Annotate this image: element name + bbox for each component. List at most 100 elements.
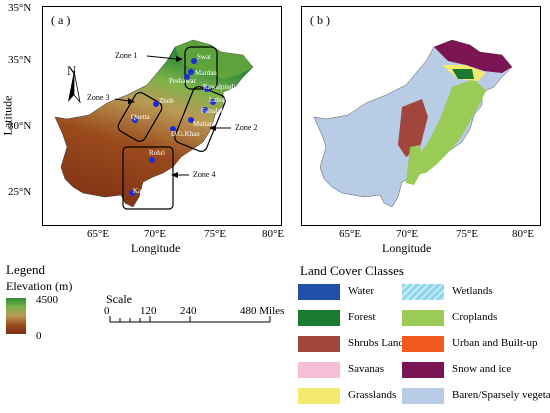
scale-bar [109,316,271,323]
city-dot-zhob [153,101,159,107]
zone-1-label: Zone 1 [115,51,138,60]
elevation-min-label: 0 [36,330,42,342]
x-axis-title-a: Longitude [131,241,181,255]
land-cover-label: Snow and ice [452,363,512,375]
land-cover-label: Wetlands [452,285,493,297]
city-dot-rohri [149,157,155,163]
city-dot-lahore [210,99,216,105]
city-dot-quetta [132,117,138,123]
elevation-color-ramp [6,298,26,334]
zone-4-label: Zone 4 [193,170,216,179]
land-cover-label: Shrubs Land [348,337,404,349]
land-cover-swatch [402,336,444,352]
zone-2-arrowhead [209,125,216,131]
x-tick-75-b: 75°E [456,228,479,240]
shrubs-region [398,99,428,157]
land-cover-swatch [298,336,340,352]
x-tick-70-b: 70°E [396,228,419,240]
panel-b-label: ( b ) [310,13,330,27]
land-cover-label: Urban and Built-up [452,337,538,349]
zone-4-box [122,146,174,210]
city-label-dgkhan: D.G.Khan [171,130,200,138]
land-cover-legend-title: Land Cover Classes [300,263,404,278]
city-label-swat: Swat [197,53,211,61]
city-dot-mardan [188,69,194,75]
land-cover-label: Water [348,285,374,297]
elevation-map-panel: ( a ) N Zone 1 Zone 2 Zone 3 Zone 4 Swat… [42,6,282,226]
elevation-map-svg [54,39,254,210]
zone-2-label: Zone 2 [235,123,258,132]
land-cover-label: Forest [348,311,376,323]
zone-1-box [184,46,218,90]
scale-label-120: 120 [140,305,157,317]
x-tick-70-a: 70°E [144,228,167,240]
city-label-karachi: Karachi [133,187,156,195]
zone-3-arrowhead [128,98,135,104]
x-tick-65-a: 65°E [87,228,110,240]
land-cover-swatch [402,284,444,300]
north-arrow-left [68,71,74,102]
scale-title: Scale [106,292,132,306]
legend-heading: Legend [6,262,45,277]
indus-croplands-region [406,145,424,185]
city-label-rawalpindi: Rawalpindi [203,83,236,91]
city-dot-swat [191,58,197,64]
elevation-legend-title: Elevation (m) [6,279,73,293]
land-cover-swatch [402,362,444,378]
land-cover-swatch [298,310,340,326]
y-axis-title-a: Latitude [0,95,15,136]
city-markers [129,58,216,196]
land-cover-label: Baren/Sparsely vegetated [452,389,550,401]
y-tick-30-a: 30°N [8,120,32,132]
scale-label-480: 480 Miles [240,305,285,317]
land-cover-label: Croplands [452,311,498,323]
snow-region [434,40,512,73]
x-tick-75-a: 75°E [204,228,227,240]
y-tick-25-a: 25°N [8,186,32,198]
city-dot-dgkhan [170,126,176,132]
x-tick-65-b: 65°E [339,228,362,240]
city-dot-karachi [129,190,135,196]
y-tick-35-a: 35°N [8,54,32,66]
land-cover-swatch [402,310,444,326]
city-label-rohri: Rohri [149,149,165,157]
city-dot-multan [188,117,194,123]
y-tick-top-a: 35°N [8,2,32,14]
city-dot-faisalabad [202,107,208,113]
panel-a-label: ( a ) [51,13,71,27]
city-dot-rawalpindi [204,86,210,92]
city-label-peshawar: Peshawar [169,77,196,85]
city-label-multan: Multan [193,120,214,128]
land-cover-label: Savanas [348,363,385,375]
north-label: N [67,63,77,78]
croplands-region [414,79,486,175]
city-label-quetta: Quetta [131,113,150,121]
land-cover-swatch [298,284,340,300]
city-label-mardan: Mardan [195,69,217,77]
city-dot-peshawar [184,74,190,80]
land-cover-map-panel: ( b ) [301,6,541,226]
land-cover-swatch [298,388,340,404]
zone-4-arrowhead [171,172,178,178]
zone-3-label: Zone 3 [87,93,110,102]
scale-label-0: 0 [104,305,110,317]
zone-1-arrow [146,55,178,60]
land-cover-swatch [298,362,340,378]
city-label-zhob: Zhob [159,97,174,105]
elevation-max-label: 4500 [36,294,58,306]
scale-label-240: 240 [180,305,197,317]
x-tick-80-b: 80°E [512,228,535,240]
highland-region [175,40,253,79]
north-arrow-right [73,70,81,104]
land-cover-label: Grasslands [348,389,397,401]
x-axis-title-b: Longitude [382,241,432,255]
city-label-faisalabad: Faisalabad [201,107,231,115]
city-label-lahore: Lahore [209,96,229,104]
forest-region [452,69,474,79]
x-tick-80-a: 80°E [262,228,285,240]
land-cover-swatch [402,388,444,404]
zone-3-box [117,92,163,142]
zone-1-arrowhead [176,56,183,62]
zone-3-arrow [114,98,130,102]
land-cover-map-svg [313,39,513,208]
